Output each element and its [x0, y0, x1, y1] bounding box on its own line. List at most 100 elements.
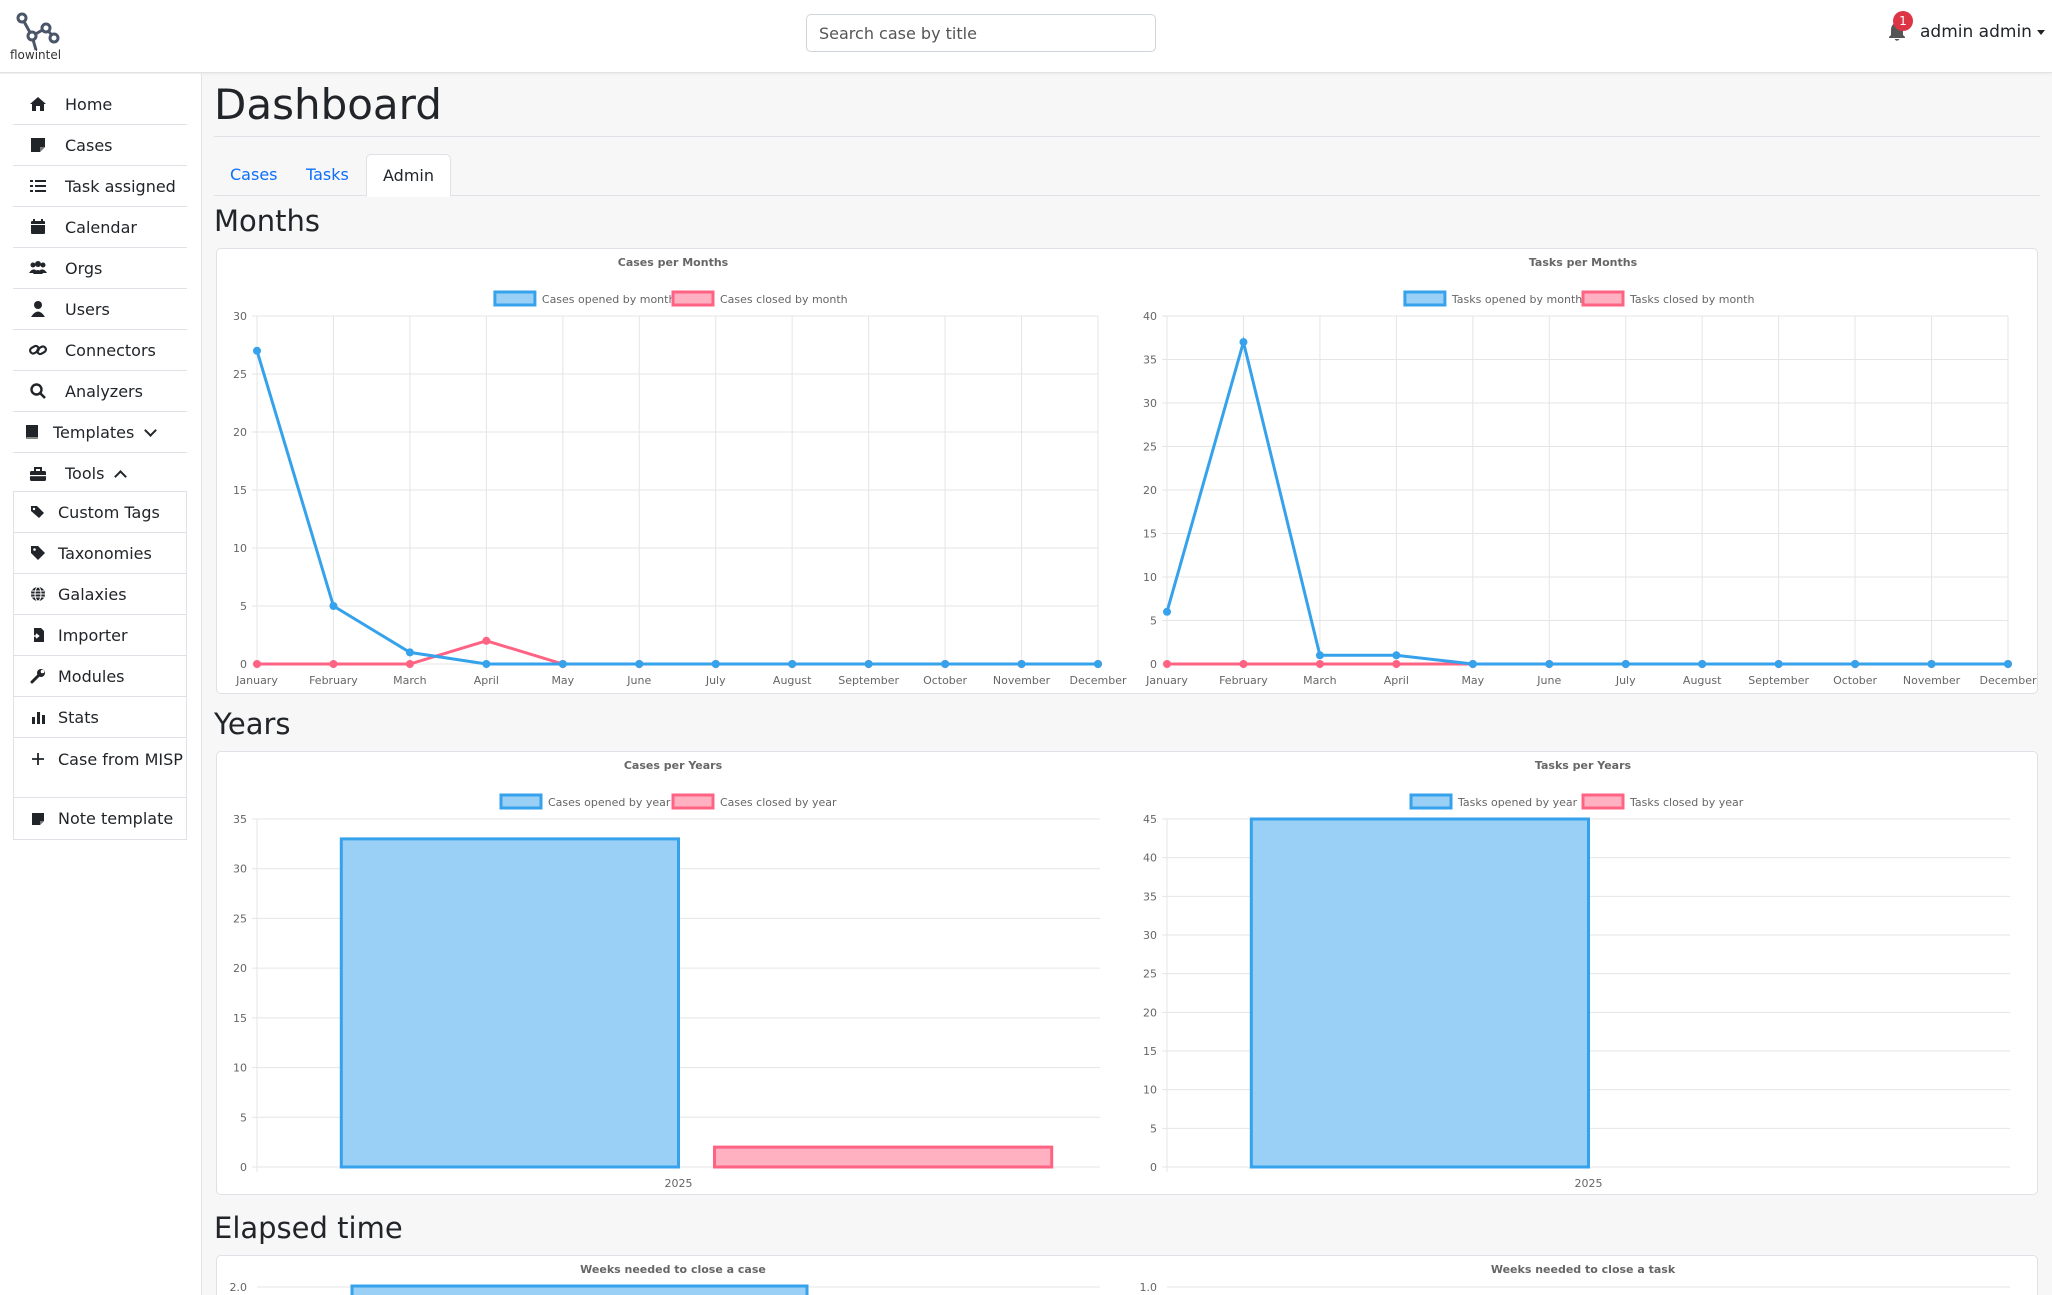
legend-swatch [1409, 793, 1453, 810]
x-tick-label: January [1145, 674, 1188, 687]
legend-label: Tasks opened by year [1457, 796, 1578, 809]
y-tick-label: 40 [1143, 852, 1157, 865]
sidebar-item-calendar[interactable]: Calendar [13, 207, 187, 248]
legend-swatch [499, 793, 543, 810]
tab-tasks[interactable]: Tasks [306, 165, 349, 184]
y-tick-label: 5 [1150, 1122, 1157, 1135]
x-tick-label: August [1683, 674, 1722, 687]
tasks-per-months-chart: Tasks per Months Tasks opened by month Tas… [1143, 256, 2037, 687]
y-tick-label: 25 [233, 368, 247, 381]
data-point [1774, 660, 1783, 668]
sidebar-nav: Home Cases Task assigned Calendar Orgs U… [13, 84, 187, 494]
flowintel-logo-icon[interactable] [10, 8, 66, 64]
y-tick-label: 40 [1143, 310, 1157, 323]
data-point [329, 660, 338, 668]
sidebar-item-label: Templates [53, 422, 135, 442]
tools-item-label: Case from MISP [58, 750, 183, 769]
data-point [711, 660, 720, 668]
legend-label: Cases opened by month [542, 293, 676, 306]
legend-label: Cases closed by month [720, 293, 848, 306]
tools-item-note-template[interactable]: Note template [14, 798, 186, 839]
data-bar [713, 1145, 1054, 1169]
tools-item-label: Note template [58, 809, 174, 828]
chart-title: Cases per Years [624, 759, 723, 772]
x-tick-label: March [1303, 674, 1337, 687]
y-tick-label: 25 [1143, 968, 1157, 981]
y-tick-label: 30 [233, 310, 247, 323]
sidebar-item-analyzers[interactable]: Analyzers [13, 371, 187, 412]
y-tick-label: 10 [1143, 1084, 1157, 1097]
x-tick-label: 2025 [665, 1177, 693, 1190]
data-point [1392, 660, 1401, 668]
sidebar-item-templates[interactable]: Templates [13, 412, 187, 453]
chart-title: Tasks per Years [1535, 759, 1632, 772]
legend-label: Tasks closed by year [1629, 796, 1744, 809]
tools-item-galaxies[interactable]: Galaxies [14, 574, 186, 615]
tools-item-label: Custom Tags [58, 502, 160, 522]
series-line [1165, 336, 2008, 666]
x-tick-label: October [1833, 674, 1877, 687]
x-tick-label: 2025 [1575, 1177, 1603, 1190]
sidebar-item-orgs[interactable]: Orgs [13, 248, 187, 289]
title-divider [214, 136, 2040, 137]
tag-icon [31, 546, 45, 560]
data-point [1851, 660, 1860, 668]
tools-item-custom-tags[interactable]: Custom Tags [14, 492, 186, 533]
list-check-icon [30, 180, 46, 192]
tools-item-label: Galaxies [58, 584, 127, 604]
y-tick-label: 45 [1143, 813, 1157, 826]
y-tick-label: 0 [1150, 658, 1157, 671]
data-point [1468, 660, 1477, 668]
y-tick-label: 1.0 [1140, 1281, 1158, 1294]
x-tick-label: November [993, 674, 1051, 687]
user-menu[interactable]: admin admin [1920, 22, 2045, 42]
legend-swatch [1403, 290, 1447, 307]
data-point [1239, 660, 1248, 668]
tools-item-importer[interactable]: Importer [14, 615, 186, 656]
sidebar-item-task-assigned[interactable]: Task assigned [13, 166, 187, 207]
y-tick-label: 0 [1150, 1161, 1157, 1174]
x-tick-label: May [551, 674, 574, 687]
search-input[interactable] [806, 14, 1156, 52]
note-icon [32, 812, 44, 825]
sidebar-item-cases[interactable]: Cases [13, 125, 187, 166]
tools-item-stats[interactable]: Stats [14, 697, 186, 738]
plus-icon [32, 753, 44, 765]
page-title: Dashboard [214, 80, 442, 129]
y-tick-label: 10 [233, 542, 247, 555]
y-tick-label: 35 [1143, 890, 1157, 903]
legend-label: Cases opened by year [548, 796, 671, 809]
y-tick-label: 35 [233, 813, 247, 826]
wrench-icon [30, 669, 45, 684]
toolbox-icon [30, 466, 46, 481]
users-group-icon [29, 261, 47, 274]
chart-title: Tasks per Months [1529, 256, 1638, 269]
years-charts-card: Cases per Years Cases opened by year Cases… [216, 751, 2038, 1195]
y-tick-label: 35 [1143, 354, 1157, 367]
tools-item-taxonomies[interactable]: Taxonomies [14, 533, 186, 574]
x-tick-label: June [626, 674, 651, 687]
globe-icon [31, 586, 45, 602]
sidebar-item-connectors[interactable]: Connectors [13, 330, 187, 371]
sidebar-item-tools[interactable]: Tools [13, 453, 187, 494]
tools-item-case-from-misp[interactable]: Case from MISP [14, 738, 186, 798]
sidebar-item-home[interactable]: Home [13, 84, 187, 125]
y-tick-label: 2.0 [230, 1281, 248, 1294]
tab-admin[interactable]: Admin [366, 154, 451, 197]
y-tick-label: 30 [1143, 397, 1157, 410]
y-tick-label: 25 [233, 912, 247, 925]
series-line [255, 350, 1098, 666]
section-title-years: Years [214, 707, 291, 741]
link-icon [29, 344, 47, 356]
tab-cases[interactable]: Cases [230, 165, 278, 184]
tools-item-modules[interactable]: Modules [14, 656, 186, 697]
data-point [1163, 660, 1171, 668]
sidebar-item-users[interactable]: Users [13, 289, 187, 330]
y-tick-label: 0 [240, 1161, 247, 1174]
book-icon [26, 425, 38, 439]
x-tick-label: September [838, 674, 899, 687]
data-point [2004, 660, 2012, 668]
tools-item-label: Modules [58, 666, 125, 686]
data-point [482, 660, 491, 668]
data-point [405, 648, 414, 657]
